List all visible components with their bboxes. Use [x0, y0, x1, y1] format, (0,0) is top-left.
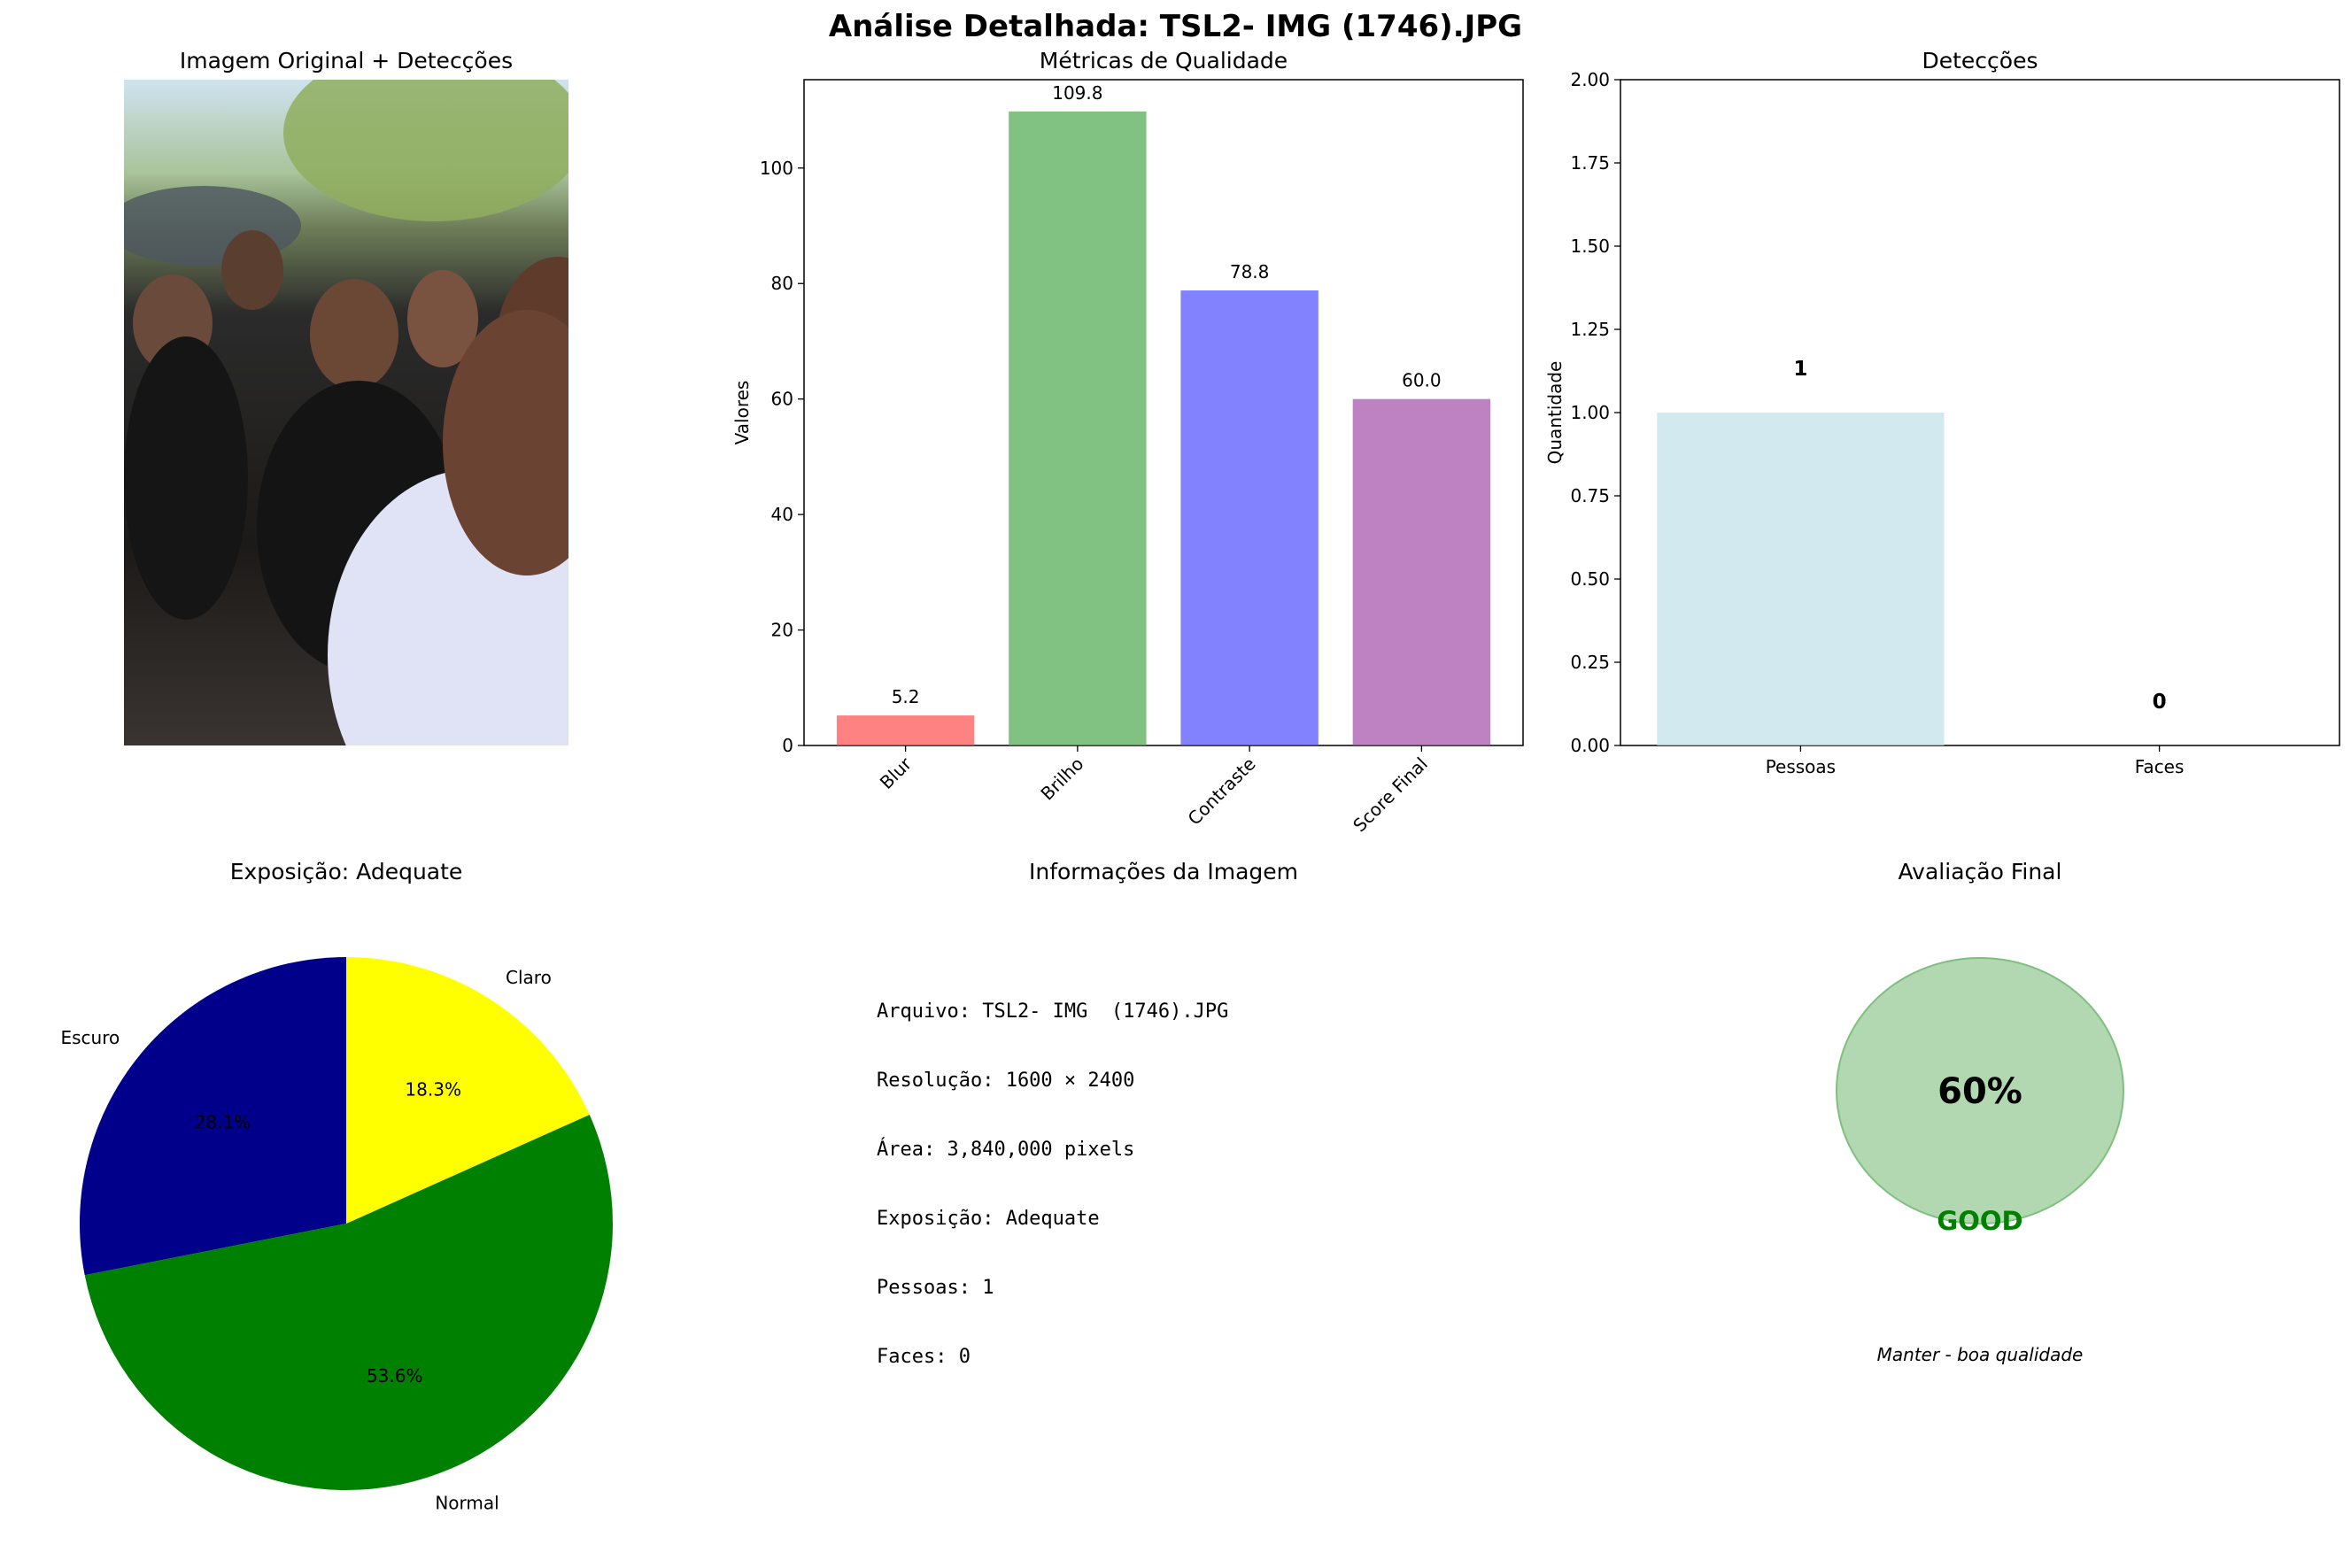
info-line-file: Arquivo: TSL2- IMG (1746).JPG [877, 1000, 1229, 1023]
y-tick-label: 1.75 [1570, 152, 1610, 174]
pie-pct-label: 28.1% [195, 1111, 251, 1132]
x-tick-label: Faces [2135, 756, 2185, 777]
pie-label: Claro [506, 967, 552, 988]
bar-brilho [1009, 111, 1147, 745]
info-panel-title: Informações da Imagem [1028, 859, 1298, 884]
pie-pct-label: 18.3% [405, 1078, 461, 1100]
x-tick-label: Pessoas [1766, 756, 1836, 777]
info-line-area: Área: 3,840,000 pixels [877, 1139, 1135, 1161]
y-tick-label: 1.50 [1570, 236, 1610, 257]
info-line-faces: Faces: 0 [877, 1346, 971, 1368]
quality-axes-frame [803, 79, 1524, 746]
detections-chart-title: Detecções [1922, 48, 2038, 73]
bar-pessoas [1657, 413, 1945, 745]
y-tick-label: 0 [782, 735, 793, 756]
pie-slice-escuro [79, 957, 346, 1276]
y-tick-label: 0.25 [1570, 652, 1610, 673]
y-tick-label: 0.50 [1570, 568, 1610, 590]
y-tick-label: 80 [771, 273, 793, 294]
pie-slice-normal [84, 1114, 614, 1490]
y-tick-label: 20 [771, 620, 793, 641]
pie-slice-claro [346, 957, 590, 1224]
info-line-resolution: Resolução: 1600 × 2400 [877, 1070, 1135, 1092]
final-recommendation: Manter - boa qualidade [1877, 1344, 2084, 1365]
final-grade: GOOD [1937, 1206, 2022, 1236]
final-score: 60% [1937, 1071, 2022, 1112]
detections-y-axis-label: Quantidade [1544, 361, 1566, 465]
info-line-people: Pessoas: 1 [877, 1277, 994, 1299]
pie-pct-label: 53.6% [367, 1365, 423, 1386]
pie-label: Normal [435, 1493, 499, 1514]
info-line-exposure: Exposição: Adequate [877, 1208, 1100, 1230]
bar-value-label: 0 [2153, 691, 2167, 714]
quality-chart-title: Métricas de Qualidade [1039, 48, 1288, 73]
score-circle [1836, 957, 2124, 1224]
y-tick-label: 2.00 [1570, 69, 1610, 90]
y-tick-label: 0.75 [1570, 485, 1610, 506]
exposure-chart-title: Exposição: Adequate [229, 859, 463, 884]
bar-blur [836, 715, 975, 745]
bar-score-final [1352, 398, 1491, 745]
y-tick-label: 60 [771, 389, 793, 410]
original-photo [124, 80, 568, 745]
quality-y-axis-label: Valores [731, 381, 753, 445]
pie-label: Escuro [60, 1027, 120, 1048]
y-tick-label: 1.25 [1570, 319, 1610, 340]
image-panel-title: Imagem Original + Detecções [179, 48, 514, 73]
figure-title: Análise Detalhada: TSL2- IMG (1746).JPG [828, 9, 1523, 44]
y-tick-label: 40 [771, 504, 793, 525]
bar-contraste [1180, 290, 1319, 745]
final-panel-title: Avaliação Final [1898, 859, 2062, 884]
image-info-text: Arquivo: TSL2- IMG (1746).JPG Resolução:… [877, 954, 1228, 1392]
bar-value-label: 5.2 [892, 686, 920, 707]
bar-value-label: 60.0 [1402, 370, 1442, 391]
y-tick-label: 1.00 [1570, 402, 1610, 423]
bar-value-label: 78.8 [1230, 261, 1270, 282]
bar-value-label: 109.8 [1052, 82, 1102, 104]
y-tick-label: 100 [760, 158, 793, 179]
y-tick-label: 0.00 [1570, 735, 1610, 756]
bar-value-label: 1 [1793, 358, 1807, 381]
